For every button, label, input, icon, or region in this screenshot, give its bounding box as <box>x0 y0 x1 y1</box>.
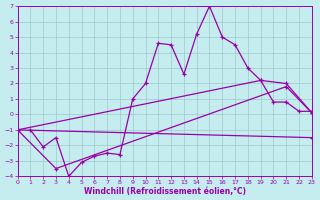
X-axis label: Windchill (Refroidissement éolien,°C): Windchill (Refroidissement éolien,°C) <box>84 187 246 196</box>
